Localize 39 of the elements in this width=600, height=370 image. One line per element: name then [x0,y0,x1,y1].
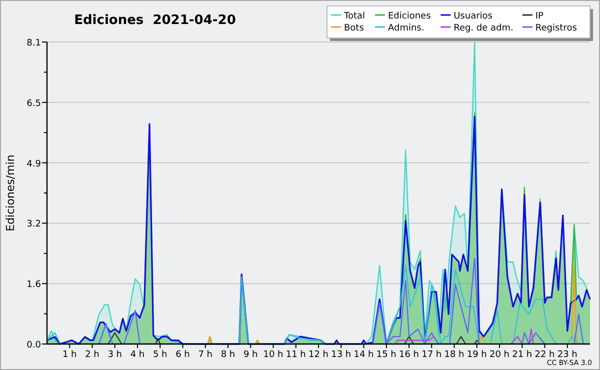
y-tick-label: 0.0 [26,340,42,350]
x-tick-label: 23 h [557,350,578,360]
x-tick-label: 12 h [308,350,329,360]
x-tick-label: 21 h [512,350,532,360]
legend-label: IP [535,12,544,22]
legend-label: Admins. [388,24,424,34]
x-tick-label: 4 h [130,350,145,360]
x-tick-label: 20 h [489,350,510,360]
legend-label: Reg. de adm. [454,24,514,34]
x-tick-label: 7 h [198,350,213,360]
y-tick-label: 3.2 [26,220,41,230]
x-tick-label: 18 h [444,350,464,360]
x-tick-label: 9 h [243,350,258,360]
y-tick-label: 8.1 [26,38,41,48]
x-tick-label: 15 h [376,350,396,360]
x-tick-label: 1 h [62,350,77,360]
x-tick-label: 13 h [331,350,352,360]
y-axis-title: Ediciones/min [4,154,17,232]
x-tick-label: 22 h [534,350,555,360]
y-tick-label: 6.5 [26,98,41,109]
x-tick-label: 14 h [354,350,374,360]
x-tick-label: 11 h [286,350,306,360]
x-tick-label: 2 h [85,350,100,360]
x-tick-label: 16 h [398,350,420,360]
x-tick-label: 10 h [263,350,284,360]
x-tick-label: 17 h [422,350,442,360]
x-tick-label: 8 h [220,350,236,360]
legend-label: Bots [344,24,364,34]
legend-label: Usuarios [454,12,493,22]
x-tick-label: 3 h [108,350,122,360]
x-tick-label: 5 h [152,350,168,360]
y-tick-label: 1.6 [26,280,42,290]
legend-label: Registros [535,24,578,34]
chart-title: Ediciones 2021-04-20 [74,13,236,28]
x-tick-label: 6 h [176,350,190,360]
y-tick-label: 4.9 [26,159,42,170]
legend-label: Total [343,12,366,22]
x-tick-label: 19 h [466,350,487,360]
legend-label: Ediciones [388,12,432,22]
